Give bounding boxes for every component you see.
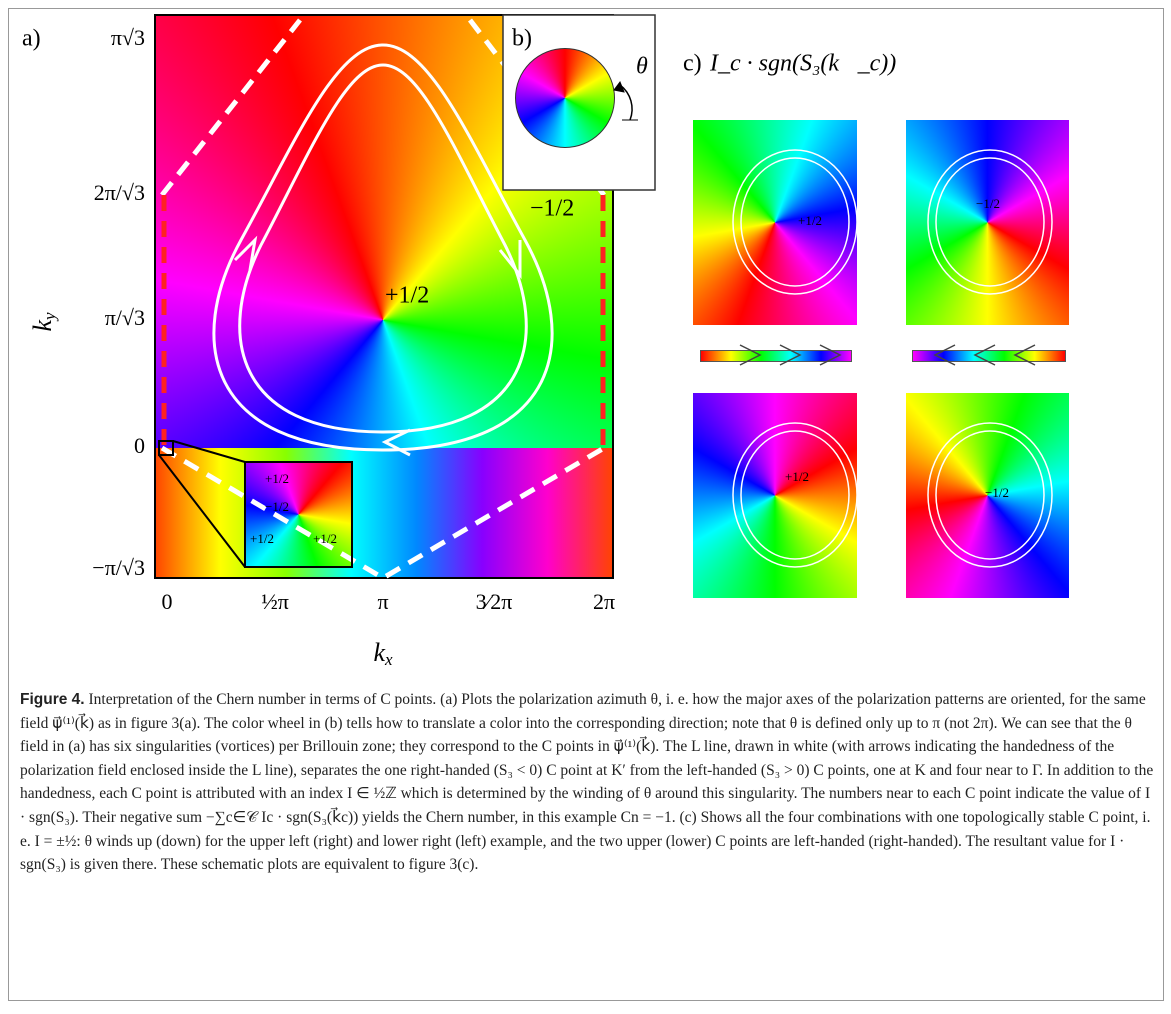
frame	[8, 8, 1164, 1001]
y-axis-base: k	[28, 320, 57, 332]
color-wheel	[515, 48, 615, 148]
y-tick-label: 0	[134, 433, 145, 458]
y-tick-label: π/√3	[105, 305, 145, 330]
bar-arrows	[739, 344, 1036, 366]
x-tick-label: ½π	[261, 589, 289, 614]
inset-labels: +1/2 −1/2 +1/2 +1/2	[250, 471, 337, 546]
x-ticks: 0 ½π π 3⁄2π 2π	[162, 589, 616, 614]
y-tick-label: π√3	[111, 25, 145, 50]
panel-title: I_c · sgn(S₃(k⃗_c))	[709, 51, 896, 77]
theta-arrowhead	[613, 80, 638, 121]
figure-overlay: a) π√3 2π/√3 π/√3 0 −π/√3 0 ½π π 3⁄2π 2π…	[22, 14, 1053, 669]
x-axis-sub: x	[384, 650, 393, 669]
y-tick-label: −π/√3	[92, 555, 145, 580]
x-tick-label: π	[377, 589, 388, 614]
inset-label: +1/2	[313, 531, 337, 546]
c-label: −1/2	[976, 196, 1000, 211]
y-ticks: π√3 2π/√3 π/√3 0 −π/√3	[92, 25, 145, 580]
caption: Figure 4. Interpretation of the Chern nu…	[20, 688, 1155, 877]
y-tick-label: 2π/√3	[94, 180, 145, 205]
zoom-inset	[245, 462, 352, 567]
zoom-lines	[158, 440, 246, 568]
caption-label: Figure 4.	[20, 691, 85, 708]
l-line-arrows	[233, 235, 522, 457]
c-loops	[732, 149, 1053, 568]
brillouin-zone-edge	[161, 195, 606, 448]
panel-label: a)	[22, 26, 41, 52]
x-tick-label: 2π	[593, 589, 615, 614]
y-axis-label: ky	[28, 312, 59, 332]
theta-field-lower	[155, 448, 613, 578]
theta-symbol: θ	[636, 54, 648, 80]
color-bar	[700, 350, 852, 362]
c-plot	[906, 393, 1069, 598]
plot-frame	[154, 14, 614, 579]
x-tick-label: 0	[162, 589, 173, 614]
x-axis-label: kx	[373, 638, 393, 669]
x-tick-label: 3⁄2π	[476, 589, 513, 614]
annotation: +1/2	[385, 283, 429, 309]
color-wheel-holder	[515, 48, 615, 148]
annotation: −1/2	[530, 196, 574, 222]
c-label: −1/2	[985, 485, 1009, 500]
zoom-frame	[244, 461, 353, 568]
inset-label: −1/2	[265, 499, 289, 514]
panel-label: c)	[683, 51, 702, 77]
zoom-box	[158, 440, 174, 456]
c-label: +1/2	[798, 213, 822, 228]
caption-text: Interpretation of the Chern number in te…	[20, 691, 1154, 874]
c-plot	[906, 120, 1069, 325]
y-axis-sub: y	[40, 312, 59, 322]
inset-label: +1/2	[250, 531, 274, 546]
l-line	[212, 43, 554, 452]
x-axis-base: k	[373, 638, 385, 667]
c-label: +1/2	[785, 469, 809, 484]
c-labels: +1/2 −1/2 +1/2 −1/2	[785, 196, 1009, 500]
panel-label: b)	[512, 26, 532, 52]
theta-arrow	[619, 84, 633, 121]
inset-label: +1/2	[265, 471, 289, 486]
